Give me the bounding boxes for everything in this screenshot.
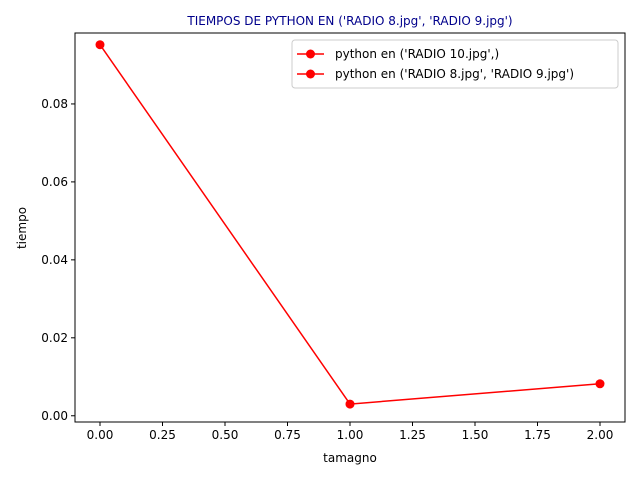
- x-tick-label: 0.00: [87, 428, 114, 442]
- plot-area: [95, 40, 605, 409]
- series-2-point: [95, 40, 105, 50]
- x-tick-label: 1.75: [524, 428, 551, 442]
- legend-label-series-2: python en ('RADIO 8.jpg', 'RADIO 9.jpg'): [335, 67, 574, 81]
- series-2-point: [345, 399, 355, 409]
- x-axis-ticks: 0.00 0.25 0.50 0.75 1.00 1.25 1.50 1.75 2.00: [87, 422, 614, 442]
- x-axis-label: tamagno: [323, 451, 377, 465]
- x-tick-label: 2.00: [587, 428, 614, 442]
- x-tick-label: 1.25: [399, 428, 426, 442]
- y-axis-label: tiempo: [15, 207, 29, 249]
- y-tick-label: 0.04: [41, 253, 68, 267]
- y-tick-label: 0.06: [41, 175, 68, 189]
- chart-title: TIEMPOS DE PYTHON EN ('RADIO 8.jpg', 'RA…: [186, 14, 512, 28]
- x-tick-label: 0.75: [274, 428, 301, 442]
- y-tick-label: 0.02: [41, 331, 68, 345]
- legend-label-series-1: python en ('RADIO 10.jpg',): [335, 47, 499, 61]
- x-tick-label: 0.50: [212, 428, 239, 442]
- y-axis-ticks: 0.00 0.02 0.04 0.06 0.08: [41, 97, 75, 423]
- legend-marker-series-1: [306, 49, 315, 59]
- series-2-point: [595, 379, 605, 389]
- legend-marker-series-2: [306, 69, 315, 79]
- x-tick-label: 1.00: [337, 428, 364, 442]
- y-tick-label: 0.08: [41, 97, 68, 111]
- x-tick-label: 1.50: [462, 428, 489, 442]
- legend: python en ('RADIO 10.jpg',) python en ('…: [291, 39, 619, 89]
- x-tick-label: 0.25: [149, 428, 176, 442]
- y-tick-label: 0.00: [41, 409, 68, 423]
- legend-frame: [291, 39, 619, 89]
